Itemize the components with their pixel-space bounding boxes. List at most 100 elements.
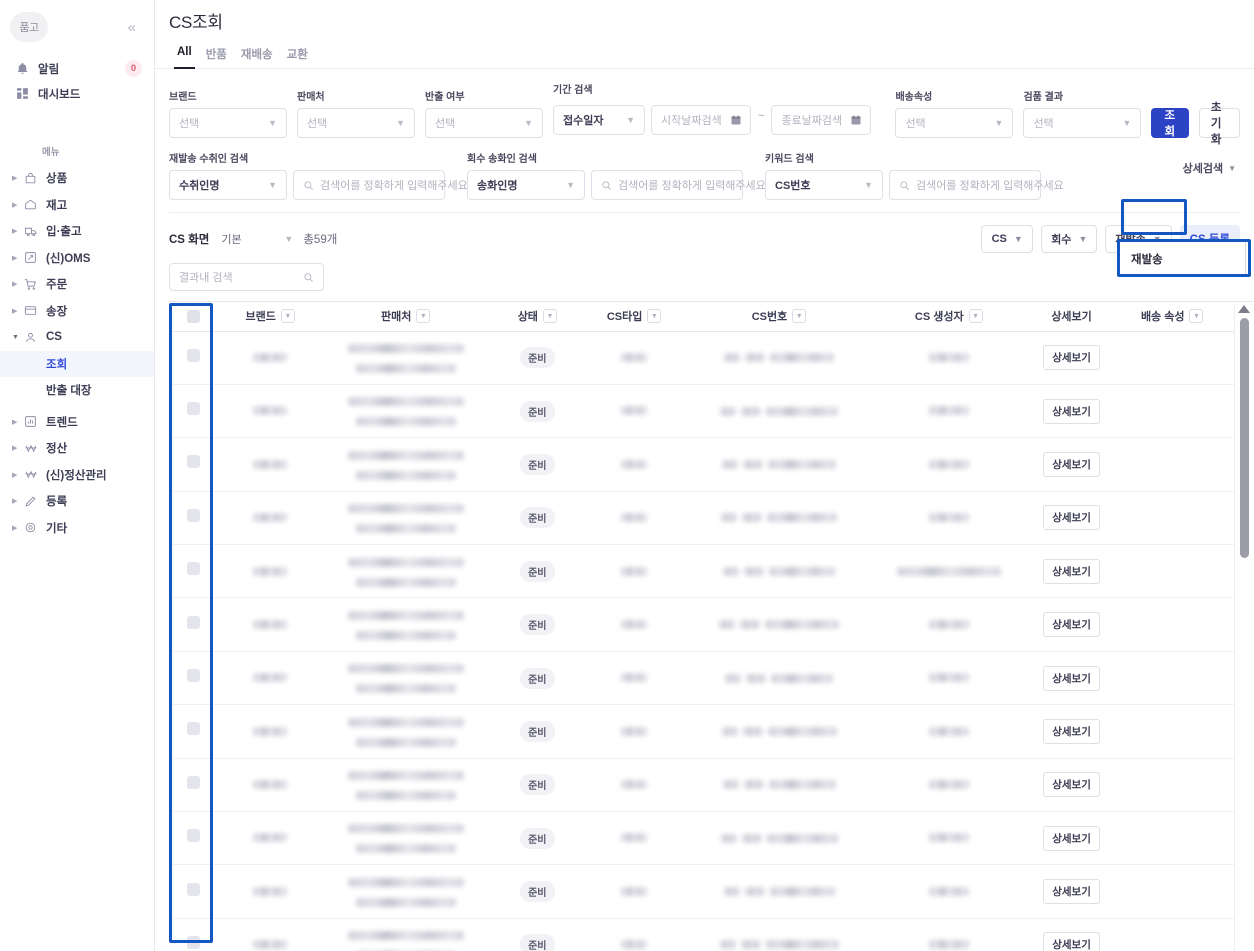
result-search-input[interactable]: 결과내 검색 (169, 263, 324, 291)
keyword-type-select[interactable]: CS번호 ▼ (765, 170, 883, 200)
row-checkbox[interactable] (186, 775, 200, 789)
sidebar-item-etc[interactable]: ▶ 기타 (0, 515, 154, 542)
row-checkbox[interactable] (186, 562, 200, 576)
detail-view-button[interactable]: 상세보기 (1043, 665, 1100, 691)
row-checkbox[interactable] (186, 615, 200, 629)
table-row[interactable]: 준비 상세보기 (169, 491, 1254, 546)
sidebar-item-order[interactable]: ▶ 주문 (0, 271, 154, 298)
column-filter-icon[interactable]: ▼ (968, 309, 983, 324)
detail-view-button[interactable]: 상세보기 (1043, 825, 1100, 851)
sidebar-item-inout[interactable]: ▶ 입·출고 (0, 218, 154, 245)
tab-reship[interactable]: 재배송 (240, 49, 273, 61)
table-row[interactable]: 준비 상세보기 (169, 331, 1254, 385)
column-filter-icon[interactable]: ▼ (792, 309, 807, 324)
col-header-check[interactable] (169, 302, 218, 332)
table-row[interactable]: 준비 상세보기 (169, 437, 1254, 492)
table-row[interactable]: 준비 상세보기 (169, 811, 1254, 866)
sidebar-item-new-settlement-mgmt[interactable]: ▶ (신)정산관리 (0, 462, 154, 489)
cs-action-select[interactable]: CS ▼ (981, 225, 1034, 253)
scroll-up-arrow-icon[interactable] (1238, 305, 1250, 313)
period-type-select[interactable]: 접수일자 ▼ (553, 104, 645, 135)
brand-select[interactable]: 선택 ▼ (169, 108, 287, 138)
end-date-input[interactable]: 종료날짜검색 (771, 104, 872, 135)
table-row[interactable]: 준비 상세보기 (169, 758, 1254, 813)
cell-detail[interactable]: 상세보기 (1021, 384, 1122, 439)
cell-detail[interactable]: 상세보기 (1021, 811, 1122, 866)
tab-all[interactable]: All (174, 46, 195, 69)
tab-exchange[interactable]: 교환 (286, 49, 308, 61)
cell-check[interactable] (169, 918, 218, 951)
row-checkbox[interactable] (186, 669, 200, 683)
resend-dropdown-item-resend[interactable]: 재발송 (1131, 254, 1163, 266)
seller-select[interactable]: 선택 ▼ (297, 108, 415, 138)
reset-button[interactable]: 초기화 (1198, 102, 1240, 146)
scrollbar-thumb[interactable] (1239, 318, 1249, 558)
column-filter-icon[interactable]: ▼ (1189, 309, 1204, 324)
column-filter-icon[interactable]: ▼ (416, 309, 431, 324)
sidebar-item-inventory[interactable]: ▶ 재고 (0, 192, 154, 219)
cell-detail[interactable]: 상세보기 (1021, 918, 1122, 951)
cell-detail[interactable]: 상세보기 (1021, 864, 1122, 919)
cell-detail[interactable]: 상세보기 (1021, 437, 1122, 492)
cell-detail[interactable]: 상세보기 (1021, 651, 1122, 706)
detail-view-button[interactable]: 상세보기 (1043, 345, 1100, 371)
table-row[interactable]: 준비 상세보기 (169, 651, 1254, 706)
sidebar-item-invoice[interactable]: ▶ 송장 (0, 298, 154, 325)
cell-check[interactable] (169, 544, 218, 599)
detail-view-button[interactable]: 상세보기 (1043, 398, 1100, 424)
cell-check[interactable] (169, 491, 218, 546)
cell-check[interactable] (169, 758, 218, 813)
detail-view-button[interactable]: 상세보기 (1043, 612, 1100, 638)
table-vertical-scrollbar[interactable] (1234, 302, 1254, 951)
col-header-creator[interactable]: CS 생성자 ▼ (875, 302, 1022, 332)
collect-sender-input[interactable]: 검색어를 정확하게 입력해주세요 (591, 170, 766, 200)
sidebar-item-product[interactable]: ▶ 상품 (0, 165, 154, 192)
detail-view-button[interactable]: 상세보기 (1043, 558, 1100, 584)
sidebar-item-cs[interactable]: ▼ CS (0, 324, 154, 351)
row-checkbox[interactable] (186, 722, 200, 736)
column-filter-icon[interactable]: ▼ (280, 309, 295, 324)
resend-receiver-type-select[interactable]: 수취인명 ▼ (169, 170, 287, 200)
col-header-detail[interactable]: 상세보기 (1021, 302, 1122, 332)
row-checkbox[interactable] (186, 402, 200, 416)
table-row[interactable]: 준비 상세보기 (169, 704, 1254, 759)
table-row[interactable]: 준비 상세보기 (169, 597, 1254, 652)
search-button[interactable]: 조회 (1151, 108, 1189, 138)
table-row[interactable]: 준비 상세보기 (169, 918, 1254, 951)
carryout-select[interactable]: 선택 ▼ (425, 108, 543, 138)
cell-check[interactable] (169, 704, 218, 759)
scrollbar-track[interactable] (1234, 302, 1254, 951)
row-checkbox[interactable] (186, 508, 200, 522)
sidebar-item-dashboard[interactable]: 대시보드 (0, 81, 154, 106)
sidebar-item-alarm[interactable]: 알림 0 (0, 56, 154, 81)
sidebar-item-trend[interactable]: ▶ 트렌드 (0, 409, 154, 436)
detail-view-button[interactable]: 상세보기 (1043, 932, 1100, 951)
row-checkbox[interactable] (186, 455, 200, 469)
cell-check[interactable] (169, 597, 218, 652)
col-header-brand[interactable]: 브랜드 ▼ (217, 302, 323, 332)
detail-view-button[interactable]: 상세보기 (1043, 451, 1100, 477)
detail-view-button[interactable]: 상세보기 (1043, 772, 1100, 798)
col-header-seller[interactable]: 판매처 ▼ (322, 302, 489, 332)
table-row[interactable]: 준비 상세보기 (169, 864, 1254, 919)
advanced-search-toggle[interactable]: 상세검색 ▼ (1183, 160, 1236, 176)
keyword-input[interactable]: 검색어를 정확하게 입력해주세요 (889, 170, 1064, 200)
collect-action-select[interactable]: 회수 ▼ (1041, 225, 1098, 253)
cell-check[interactable] (169, 437, 218, 492)
detail-view-button[interactable]: 상세보기 (1043, 718, 1100, 744)
sidebar-item-settlement[interactable]: ▶ 정산 (0, 435, 154, 462)
collect-sender-type-select[interactable]: 송화인명 ▼ (467, 170, 585, 200)
cell-check[interactable] (169, 331, 218, 385)
ship-attr-select[interactable]: 선택 ▼ (895, 108, 1014, 138)
sidebar-subitem-cs-search[interactable]: 조회 (0, 350, 154, 377)
row-checkbox[interactable] (186, 882, 200, 896)
cell-check[interactable] (169, 384, 218, 439)
app-logo[interactable]: 품고 (10, 12, 48, 42)
row-checkbox[interactable] (186, 829, 200, 843)
column-filter-icon[interactable]: ▼ (647, 309, 662, 324)
cell-detail[interactable]: 상세보기 (1021, 544, 1122, 599)
col-header-cstype[interactable]: CS타입 ▼ (585, 302, 683, 332)
row-checkbox[interactable] (186, 935, 200, 949)
cell-detail[interactable]: 상세보기 (1021, 491, 1122, 546)
cell-detail[interactable]: 상세보기 (1021, 758, 1122, 813)
